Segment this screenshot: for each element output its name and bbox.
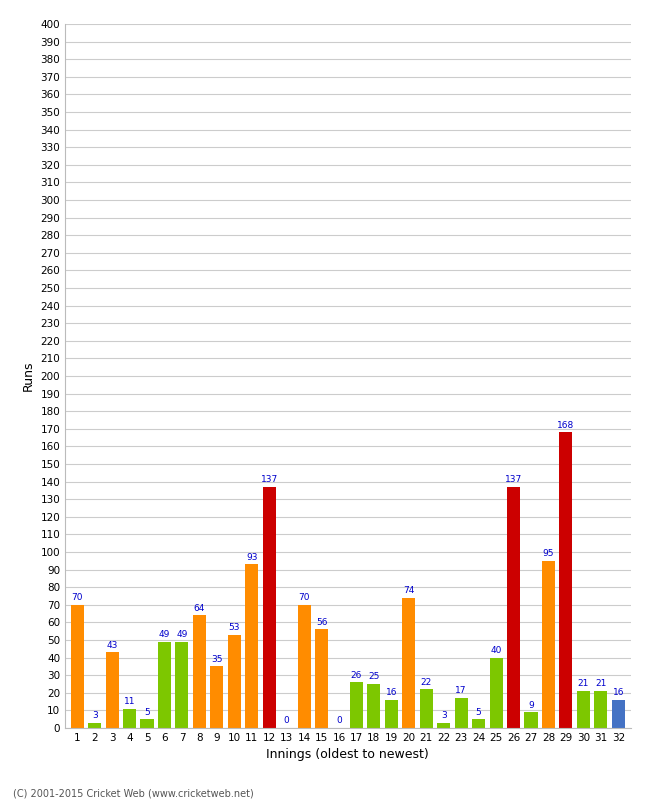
Text: 70: 70 [72, 593, 83, 602]
Bar [367, 684, 380, 728]
Bar [472, 719, 485, 728]
Text: 5: 5 [144, 707, 150, 717]
Bar [489, 658, 502, 728]
Bar [507, 487, 520, 728]
Bar [315, 630, 328, 728]
Text: 5: 5 [476, 707, 482, 717]
Text: 25: 25 [369, 672, 380, 682]
Text: 137: 137 [505, 475, 522, 484]
Bar [227, 634, 241, 728]
Bar [211, 666, 224, 728]
Text: 3: 3 [92, 711, 98, 720]
Text: 16: 16 [385, 688, 397, 698]
Text: (C) 2001-2015 Cricket Web (www.cricketweb.net): (C) 2001-2015 Cricket Web (www.cricketwe… [13, 788, 254, 798]
Bar [402, 598, 415, 728]
Text: 137: 137 [261, 475, 278, 484]
Bar [263, 487, 276, 728]
Text: 53: 53 [229, 623, 240, 632]
X-axis label: Innings (oldest to newest): Innings (oldest to newest) [266, 749, 429, 762]
Text: 9: 9 [528, 701, 534, 710]
Text: 0: 0 [336, 716, 342, 726]
Text: 40: 40 [490, 646, 502, 655]
Y-axis label: Runs: Runs [22, 361, 35, 391]
Bar [158, 642, 171, 728]
Text: 95: 95 [543, 549, 554, 558]
Text: 17: 17 [456, 686, 467, 695]
Bar [123, 709, 136, 728]
Text: 93: 93 [246, 553, 257, 562]
Bar [140, 719, 153, 728]
Text: 26: 26 [351, 670, 362, 680]
Bar [385, 700, 398, 728]
Text: 70: 70 [298, 593, 310, 602]
Bar [193, 615, 206, 728]
Bar [560, 432, 573, 728]
Text: 56: 56 [316, 618, 328, 627]
Bar [245, 564, 258, 728]
Text: 35: 35 [211, 654, 222, 664]
Bar [350, 682, 363, 728]
Text: 21: 21 [595, 679, 606, 688]
Text: 43: 43 [107, 641, 118, 650]
Text: 49: 49 [159, 630, 170, 639]
Bar [176, 642, 188, 728]
Bar [542, 561, 555, 728]
Bar [105, 652, 119, 728]
Text: 64: 64 [194, 604, 205, 613]
Text: 16: 16 [612, 688, 624, 698]
Bar [71, 605, 84, 728]
Text: 168: 168 [557, 421, 575, 430]
Text: 0: 0 [284, 716, 289, 726]
Text: 22: 22 [421, 678, 432, 686]
Text: 11: 11 [124, 697, 135, 706]
Bar [88, 722, 101, 728]
Bar [454, 698, 468, 728]
Text: 74: 74 [403, 586, 415, 595]
Bar [437, 722, 450, 728]
Bar [612, 700, 625, 728]
Bar [525, 712, 538, 728]
Bar [420, 690, 433, 728]
Bar [577, 691, 590, 728]
Text: 3: 3 [441, 711, 447, 720]
Text: 21: 21 [578, 679, 589, 688]
Bar [298, 605, 311, 728]
Bar [594, 691, 607, 728]
Text: 49: 49 [176, 630, 188, 639]
